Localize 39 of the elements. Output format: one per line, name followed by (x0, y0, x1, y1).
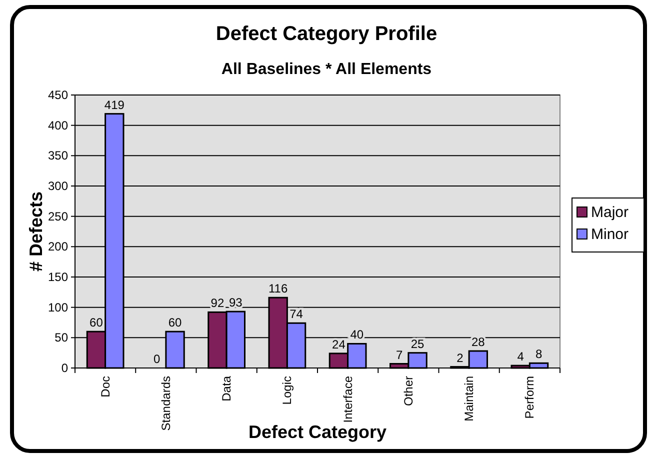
chart-title: Defect Category Profile (216, 23, 438, 45)
x-tick-label: Other (401, 376, 416, 406)
y-tick-label: 400 (48, 118, 68, 132)
data-label: 28 (471, 335, 486, 350)
legend-label: Minor (591, 226, 629, 243)
data-label: 8 (535, 347, 542, 362)
legend-label: Major (591, 204, 629, 221)
data-label: 60 (168, 316, 182, 330)
x-tick-label: Interface (340, 376, 355, 423)
data-label: 93 (228, 296, 243, 310)
data-label: 116 (268, 282, 288, 296)
y-axis-title: # Defects (26, 191, 46, 272)
data-label: 419 (104, 98, 125, 112)
x-tick-label: Doc (98, 376, 112, 398)
y-tick-label: 0 (61, 361, 68, 375)
data-label: 74 (290, 307, 304, 322)
data-label: 0 (154, 352, 160, 366)
data-label: 2 (456, 350, 464, 365)
data-label: 24 (332, 337, 346, 352)
data-label: 25 (410, 336, 425, 351)
x-axis-title: Defect Category (248, 422, 387, 442)
data-label: 92 (210, 296, 224, 310)
y-tick-label: 150 (48, 270, 68, 284)
x-tick-label: Perform (522, 376, 537, 419)
x-tick-label: Logic (280, 376, 294, 405)
y-tick-label: 100 (48, 300, 68, 314)
data-label: 60 (90, 316, 104, 330)
y-tick-label: 350 (48, 148, 68, 163)
y-tick-label: 300 (48, 179, 68, 193)
y-tick-label: 200 (48, 240, 68, 254)
data-label: 7 (396, 348, 403, 362)
y-tick-label: 250 (48, 209, 68, 224)
y-tick-label: 450 (48, 88, 68, 102)
data-label: 4 (517, 350, 524, 364)
x-tick-label: Standards (158, 376, 173, 431)
x-tick-label: Maintain (462, 376, 476, 422)
chart-subtitle: All Baselines * All Elements (221, 61, 432, 78)
y-tick-label: 50 (54, 330, 68, 345)
x-tick-label: Data (220, 376, 234, 402)
